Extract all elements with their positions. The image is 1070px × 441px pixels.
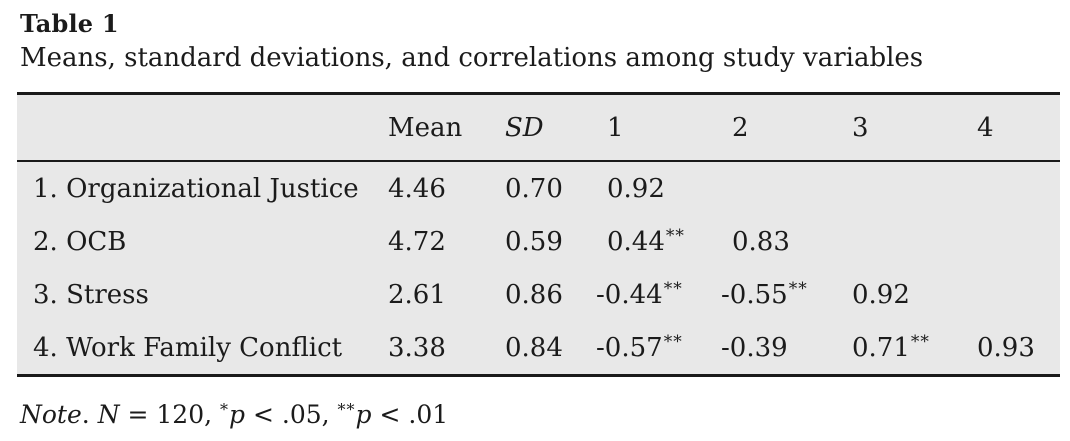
cell-value: 0.86 xyxy=(505,280,563,310)
note-p05: < .05, xyxy=(245,400,338,429)
table-row: 3. Stress 2.61 0.86 -0.44** -0.55** 0.92 xyxy=(17,268,1060,321)
sig-asterisks: ** xyxy=(910,332,930,352)
note-word: Note xyxy=(20,400,82,429)
cell-corr-1: -0.44** xyxy=(596,279,732,310)
cell-mean: 2.61 xyxy=(388,279,505,310)
col-header-1: 1 xyxy=(607,112,624,143)
cell-value: 0.70 xyxy=(505,174,563,204)
cell-value: 0.92 xyxy=(607,174,665,204)
cell-value: 0.84 xyxy=(505,333,563,363)
cell-corr-1: 0.92 xyxy=(607,173,732,204)
cell-corr-1: 0.44** xyxy=(607,226,732,257)
cell-value: 0.92 xyxy=(852,279,910,310)
table-header-row: Mean SD 1 2 3 4 xyxy=(17,95,1060,162)
correlation-table: Mean SD 1 2 3 4 1. Organizational Justic… xyxy=(17,92,1060,377)
cell-corr-1: -0.57** xyxy=(596,332,732,363)
cell-value: 0.83 xyxy=(732,227,790,257)
table-number-title: Table 1 xyxy=(20,9,119,38)
note-p-symbol: p xyxy=(229,400,246,429)
row-label: 2. OCB xyxy=(33,226,127,257)
cell-sd: 0.84 xyxy=(505,332,607,363)
col-header-4: 4 xyxy=(977,112,994,143)
cell-value: 0.93 xyxy=(977,332,1035,363)
note-p-symbol: p xyxy=(355,400,372,429)
cell-corr-2: 0.83 xyxy=(732,226,852,257)
cell-corr-4: 0.93 xyxy=(977,333,1060,363)
cell-value: -0.44 xyxy=(596,280,663,310)
cell-mean: 3.38 xyxy=(388,332,505,363)
table-row: 4. Work Family Conflict 3.38 0.84 -0.57*… xyxy=(17,321,1060,374)
cell-value: 4.46 xyxy=(388,174,446,204)
cell-mean: 4.72 xyxy=(388,226,505,257)
cell-value: -0.57 xyxy=(596,333,663,363)
table-caption: Means, standard deviations, and correlat… xyxy=(20,43,924,73)
cell-value: 4.72 xyxy=(388,227,446,257)
table-note: Note. N = 120, *p < .05, **p < .01 xyxy=(20,394,1070,430)
note-star-double: ** xyxy=(337,400,356,419)
cell-value: 0.71 xyxy=(852,333,910,363)
cell-sd: 0.70 xyxy=(505,173,607,204)
note-dot: . xyxy=(81,400,98,429)
sig-asterisks: ** xyxy=(663,279,683,299)
cell-corr-2: -0.39 xyxy=(721,332,852,363)
col-header-mean: Mean xyxy=(388,112,463,143)
sig-asterisks: ** xyxy=(665,226,685,246)
row-label: 3. Stress xyxy=(33,279,149,310)
cell-value: 0.59 xyxy=(505,227,563,257)
col-header-3: 3 xyxy=(852,112,869,143)
cell-value: 2.61 xyxy=(388,280,446,310)
cell-value: -0.55 xyxy=(721,280,788,310)
cell-corr-3: 0.92 xyxy=(852,280,977,310)
note-n-symbol: N xyxy=(97,400,120,429)
table-row: 1. Organizational Justice 4.46 0.70 0.92 xyxy=(17,162,1060,215)
table-row: 2. OCB 4.72 0.59 0.44** 0.83 xyxy=(17,215,1060,268)
row-label: 1. Organizational Justice xyxy=(33,173,359,204)
col-header-2: 2 xyxy=(732,112,749,143)
note-p01: < .01 xyxy=(371,400,449,429)
cell-value: -0.39 xyxy=(721,333,788,363)
note-n-value: = 120, xyxy=(119,400,221,429)
col-header-sd: SD xyxy=(505,112,544,143)
sig-asterisks: ** xyxy=(788,279,808,299)
cell-sd: 0.86 xyxy=(505,279,607,310)
cell-mean: 4.46 xyxy=(388,173,505,204)
cell-value: 3.38 xyxy=(388,333,446,363)
cell-sd: 0.59 xyxy=(505,226,607,257)
note-star-single: * xyxy=(220,400,230,419)
cell-corr-3: 0.71** xyxy=(852,332,977,363)
sig-asterisks: ** xyxy=(663,332,683,352)
row-label: 4. Work Family Conflict xyxy=(33,332,343,363)
cell-corr-2: -0.55** xyxy=(721,279,852,310)
cell-value: 0.44 xyxy=(607,227,665,257)
